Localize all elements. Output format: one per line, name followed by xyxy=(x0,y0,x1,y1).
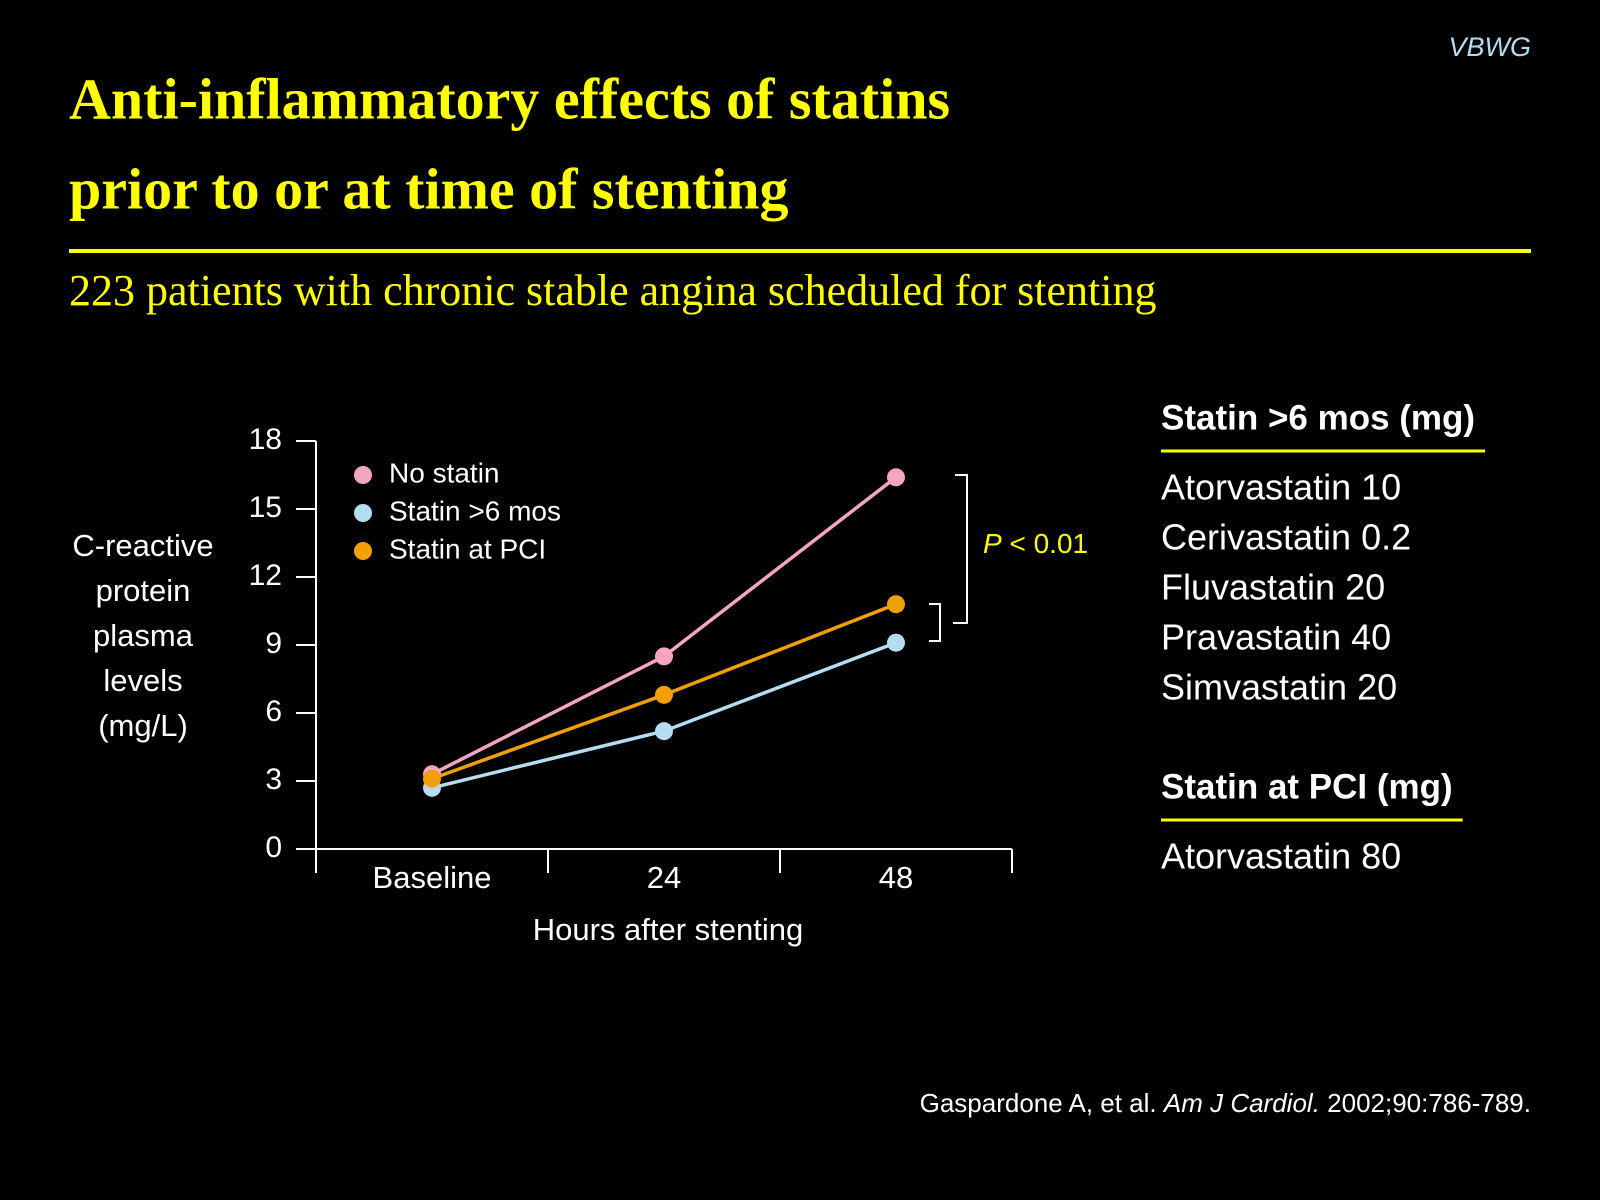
y-axis-label: plasma xyxy=(93,618,194,653)
y-axis-label: (mg/L) xyxy=(98,708,188,743)
legend-marker xyxy=(354,542,372,560)
x-axis-label: Hours after stenting xyxy=(533,912,804,947)
data-point xyxy=(655,685,673,704)
citation-part: 2002;90:786-789. xyxy=(1320,1088,1531,1118)
y-axis-label: protein xyxy=(96,573,191,608)
legend-label: No statin xyxy=(389,457,500,488)
brand: VBWG xyxy=(1448,32,1531,62)
panel-item: Simvastatin 20 xyxy=(1161,667,1397,708)
data-point xyxy=(655,722,673,741)
citation: Gaspardone A, et al. Am J Cardiol. 2002;… xyxy=(920,1088,1531,1118)
panel-item: Atorvastatin 10 xyxy=(1161,467,1401,508)
panel-heading: Statin >6 mos (mg) xyxy=(1161,398,1475,437)
p-symbol: P xyxy=(983,528,1002,559)
y-axis-label: levels xyxy=(103,663,182,698)
data-point xyxy=(887,468,905,487)
y-tick-label: 18 xyxy=(249,423,282,456)
legend-label: Statin at PCI xyxy=(389,533,546,564)
panel-item: Pravastatin 40 xyxy=(1161,617,1391,658)
x-tick-label: Baseline xyxy=(373,860,492,895)
citation-part: Gaspardone A, et al. xyxy=(920,1088,1164,1118)
x-tick-label: 48 xyxy=(879,860,913,895)
panel-heading: Statin at PCI (mg) xyxy=(1161,767,1453,806)
y-tick-label: 6 xyxy=(265,695,282,728)
bracket xyxy=(929,603,941,642)
data-point xyxy=(887,595,905,614)
x-tick-label: 24 xyxy=(647,860,681,895)
subtitle: 223 patients with chronic stable angina … xyxy=(69,266,1157,315)
data-point xyxy=(887,633,905,652)
y-tick-label: 0 xyxy=(265,831,282,864)
panel-item: Cerivastatin 0.2 xyxy=(1161,517,1411,558)
data-point xyxy=(655,647,673,666)
y-tick-label: 3 xyxy=(265,763,282,796)
title: Anti-inflammatory effects of statins xyxy=(69,66,950,131)
y-tick-label: 9 xyxy=(265,627,282,660)
panel-item: Fluvastatin 20 xyxy=(1161,567,1385,608)
legend-label: Statin >6 mos xyxy=(389,495,561,526)
y-axis-label: C-reactive xyxy=(72,528,213,563)
data-point xyxy=(423,769,441,788)
title: prior to or at time of stenting xyxy=(69,156,789,221)
legend-marker xyxy=(354,466,372,484)
panel-item: Atorvastatin 80 xyxy=(1161,836,1401,877)
p-text: < 0.01 xyxy=(1002,528,1088,559)
bracket xyxy=(953,474,968,624)
y-tick-label: 12 xyxy=(249,559,282,592)
y-tick-label: 15 xyxy=(249,491,282,524)
citation-journal: Am J Cardiol. xyxy=(1162,1088,1320,1118)
p-value: P < 0.01 xyxy=(983,528,1088,559)
legend-marker xyxy=(354,504,372,522)
